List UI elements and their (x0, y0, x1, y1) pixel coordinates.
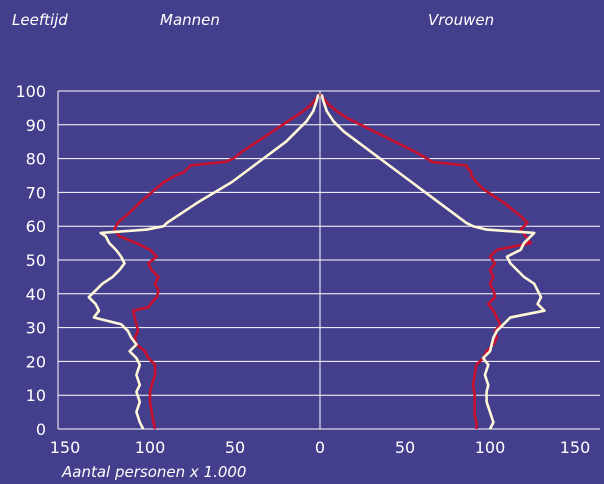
x-tick-labels: 150 100 50 0 50 100 150 (50, 438, 591, 457)
y-tick-20: 20 (26, 352, 46, 371)
men-label: Mannen (160, 11, 220, 29)
grid-lines (57, 90, 600, 430)
series-1-men-line (87, 94, 320, 430)
x-tick-2: 50 (225, 438, 245, 457)
series-0-men-line (113, 93, 321, 430)
x-tick-1: 100 (135, 438, 166, 457)
y-tick-80: 80 (26, 150, 46, 169)
women-label: Vrouwen (428, 11, 494, 29)
y-tick-90: 90 (26, 116, 46, 135)
series-1-women-line (320, 94, 546, 430)
y-axis-label: Leeftijd (12, 11, 68, 29)
series-lines (87, 93, 546, 430)
y-tick-50: 50 (26, 251, 46, 270)
y-tick-40: 40 (26, 285, 46, 304)
x-axis-label: Aantal personen x 1.000 (61, 463, 246, 481)
y-tick-60: 60 (26, 217, 46, 236)
x-tick-5: 100 (475, 438, 506, 457)
y-tick-30: 30 (26, 319, 46, 338)
y-tick-70: 70 (26, 183, 46, 202)
x-tick-4: 50 (395, 438, 415, 457)
x-tick-6: 150 (560, 438, 591, 457)
y-tick-10: 10 (26, 386, 46, 405)
y-tick-labels: 0 10 20 30 40 50 60 70 80 90 100 (15, 82, 46, 439)
y-tick-100: 100 (15, 82, 46, 101)
y-tick-0: 0 (36, 420, 46, 439)
x-tick-0: 150 (50, 438, 81, 457)
x-tick-3: 0 (315, 438, 325, 457)
